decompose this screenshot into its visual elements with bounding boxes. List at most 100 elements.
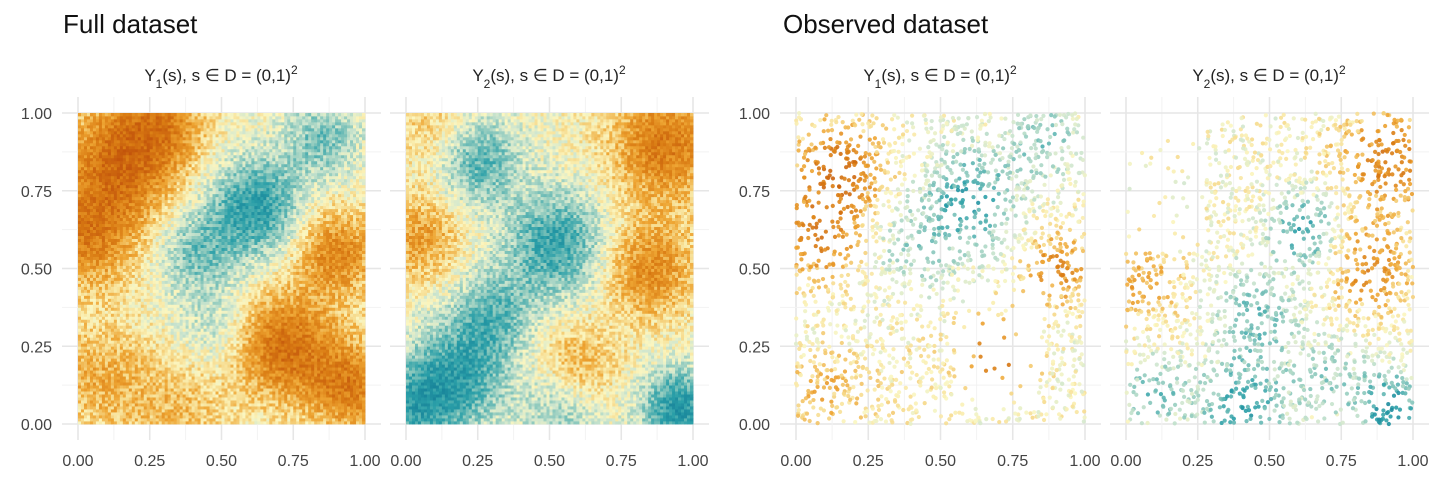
heatmap-cell <box>125 292 130 296</box>
heatmap-cell <box>191 169 195 174</box>
heatmap-cell <box>212 379 216 383</box>
heatmap-cell <box>110 376 115 380</box>
heatmap-cell <box>134 301 139 305</box>
heatmap-cell <box>185 319 190 323</box>
heatmap-cell <box>107 367 112 371</box>
heatmap-cell <box>218 331 222 335</box>
heatmap-cell <box>215 280 219 284</box>
heatmap-cell <box>149 373 154 377</box>
heatmap-cell <box>131 322 136 326</box>
heatmap-cell <box>152 115 157 120</box>
heatmap-cell <box>116 220 121 225</box>
heatmap-cell <box>173 352 178 356</box>
heatmap-cell <box>89 403 94 407</box>
heatmap-cell <box>167 418 172 422</box>
heatmap-cell <box>167 160 172 165</box>
heatmap-cell <box>155 136 160 141</box>
heatmap-cell <box>78 148 82 153</box>
heatmap-cell <box>197 346 201 350</box>
heatmap-cell <box>200 361 204 365</box>
heatmap-cell <box>137 154 142 159</box>
heatmap-cell <box>80 214 85 219</box>
heatmap-cell <box>104 190 109 195</box>
heatmap-cell <box>119 298 124 302</box>
heatmap-cell <box>158 232 163 237</box>
heatmap-cell <box>125 151 130 156</box>
heatmap-cell <box>200 142 204 147</box>
heatmap-cell <box>131 154 136 159</box>
heatmap-cell <box>128 364 133 368</box>
heatmap-cell <box>92 391 97 395</box>
heatmap-cell <box>137 394 142 398</box>
section-title-observed: Observed dataset <box>783 9 989 39</box>
heatmap-cell <box>119 268 124 272</box>
heatmap-cell <box>146 253 151 257</box>
heatmap-cell <box>197 340 201 344</box>
heatmap-cell <box>191 268 195 272</box>
heatmap-cell <box>113 113 118 117</box>
heatmap-cell <box>146 304 151 308</box>
heatmap-cell <box>122 211 127 216</box>
heatmap-cell <box>182 124 187 129</box>
heatmap-cell <box>107 181 112 186</box>
heatmap-cell <box>143 115 148 120</box>
heatmap-cell <box>92 166 97 171</box>
heatmap-cell <box>125 226 130 231</box>
heatmap-cell <box>173 346 178 350</box>
heatmap-cell <box>179 364 184 368</box>
heatmap-cell <box>173 208 178 213</box>
heatmap-cell <box>173 364 178 368</box>
heatmap-cell <box>143 400 148 404</box>
heatmap-cell <box>98 148 103 153</box>
heatmap-cell <box>137 160 142 165</box>
heatmap-cell <box>140 409 145 413</box>
heatmap-cell <box>122 331 127 335</box>
heatmap-cell <box>197 361 201 365</box>
heatmap-cell <box>128 397 133 401</box>
heatmap-cell <box>134 397 139 401</box>
heatmap-cell <box>83 346 88 350</box>
heatmap-cell <box>149 400 154 404</box>
heatmap-cell <box>212 307 216 311</box>
heatmap-cell <box>98 379 103 383</box>
heatmap-cell <box>125 379 130 383</box>
heatmap-cell <box>158 113 163 117</box>
heatmap-cell <box>131 253 136 257</box>
heatmap-cell <box>164 391 169 395</box>
heatmap-cell <box>89 331 94 335</box>
heatmap-cell <box>197 232 201 237</box>
heatmap-cell <box>92 196 97 201</box>
heatmap-cell <box>104 310 109 314</box>
heatmap-cell <box>107 196 112 201</box>
heatmap-cell <box>78 265 82 269</box>
heatmap-cell <box>173 373 178 377</box>
heatmap-cell <box>140 364 145 368</box>
heatmap-cell <box>146 274 151 278</box>
heatmap-cell <box>86 244 91 248</box>
heatmap-cell <box>179 283 184 287</box>
heatmap-cell <box>83 292 88 296</box>
heatmap-cell <box>86 388 91 392</box>
heatmap-cell <box>161 286 166 290</box>
heatmap-cell <box>134 346 139 350</box>
heatmap-cell <box>185 133 190 138</box>
heatmap-cell <box>125 337 130 341</box>
heatmap-cell <box>95 403 100 407</box>
heatmap-cell <box>140 256 145 260</box>
heatmap-cell <box>197 334 201 338</box>
heatmap-cell <box>197 397 201 401</box>
heatmap-cell <box>179 316 184 320</box>
heatmap-cell <box>167 256 172 260</box>
heatmap-cell <box>170 148 175 153</box>
heatmap-cell <box>167 400 172 404</box>
heatmap-cell <box>197 415 201 419</box>
heatmap-cell <box>116 115 121 120</box>
heatmap-cell <box>203 160 207 165</box>
heatmap-cell <box>143 346 148 350</box>
heatmap-cell <box>122 406 127 410</box>
heatmap-cell <box>113 268 118 272</box>
heatmap-cell <box>218 412 222 416</box>
heatmap-cell <box>137 280 142 284</box>
heatmap-cell <box>167 205 172 210</box>
heatmap-cell <box>113 397 118 401</box>
